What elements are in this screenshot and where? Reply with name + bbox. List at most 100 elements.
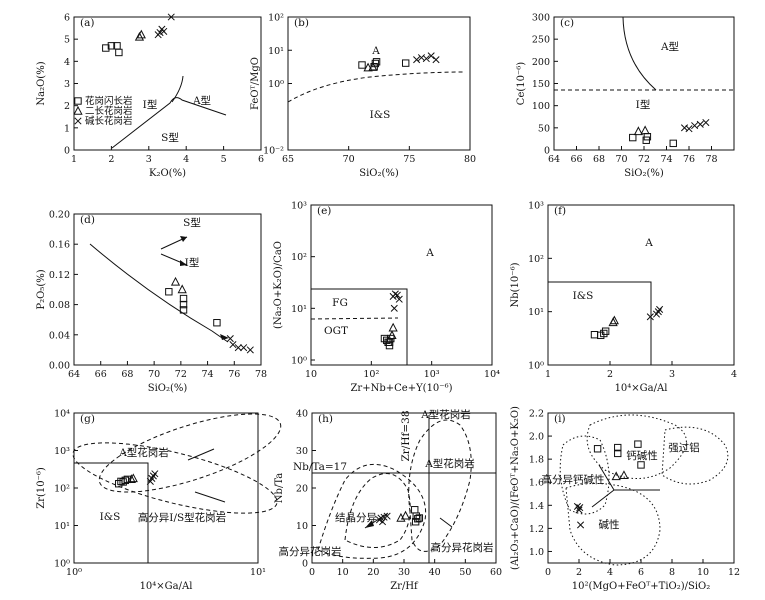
y-tick-label: 2 — [64, 101, 70, 112]
series-triangle — [126, 473, 138, 484]
x-tick-label: 4 — [183, 154, 189, 165]
data-point-triangle — [400, 510, 411, 520]
y-tick-label: 10³ — [54, 446, 70, 457]
y-tick-label: 30 — [296, 446, 308, 457]
data-point-triangle — [128, 473, 138, 483]
data-point-cross — [167, 13, 175, 21]
plot-frame — [547, 412, 735, 564]
data-point-cross — [151, 470, 159, 478]
field-label: 钙碱性 — [626, 449, 658, 462]
data-point-triangle — [608, 317, 618, 327]
f-boundary-box — [548, 281, 652, 365]
data-point-triangle — [387, 330, 397, 340]
data-point-cross — [691, 122, 699, 130]
data-point-triangle — [170, 276, 181, 286]
y-tick-label: 1.2 — [529, 524, 544, 535]
field-label: I&S — [370, 109, 391, 121]
field-label: I型 — [143, 98, 158, 111]
field-label: OGT — [324, 325, 348, 337]
data-point-cross — [654, 308, 662, 316]
y-axis-label: (Na₂O+K₂O)/CaO — [273, 241, 284, 329]
series-triangle — [633, 125, 650, 136]
series-cross — [146, 470, 159, 485]
x-tick-label: 70 — [343, 154, 355, 165]
series-square — [629, 133, 677, 148]
data-point-triangle — [363, 62, 373, 72]
field-label: 碱性 — [599, 518, 620, 531]
x-tick-label: 5 — [221, 154, 227, 165]
x-tick-label: 40 — [429, 567, 441, 578]
panel-f: 1 2 3 4 10⁰ 10¹ 10² 10³ 10⁴×Ga/Al Nb(10⁻⁶) (f) A I&S — [510, 201, 737, 395]
data-point-cross — [234, 344, 242, 352]
series-triangle — [396, 510, 411, 522]
x-axis-label: Zr/Hf — [390, 581, 419, 592]
data-point-triangle — [388, 322, 398, 332]
data-point-cross — [160, 27, 168, 35]
x-tick-label: 30 — [398, 567, 410, 578]
x-tick-label: 6 — [258, 154, 264, 165]
series-square — [358, 58, 410, 71]
series-cross — [389, 290, 403, 312]
panel-label: (c) — [560, 17, 574, 29]
data-point-cross — [226, 335, 234, 343]
a-boundary-i-a — [171, 75, 184, 103]
data-point-square — [590, 330, 599, 339]
field-label: 高分异钙碱性 — [542, 473, 605, 486]
field-label: A — [425, 247, 434, 259]
x-tick-label: 10⁰ — [66, 567, 82, 578]
x-tick-label: 78 — [705, 154, 717, 165]
panel-i: 0 2 4 6 8 10 12 1.0 1.2 1.4 1.6 1.8 2.0 2.2 10²(MgO+Fe… — [510, 406, 740, 592]
data-point-square — [634, 440, 642, 448]
x-tick-label: 12 — [728, 567, 740, 578]
h-field-highly — [317, 463, 427, 559]
series-triangle — [363, 62, 378, 72]
series-cross — [573, 502, 585, 529]
data-point-square — [179, 306, 188, 314]
y-axis-label: (Al₂O₃+CaO)/(FeOᵀ+Na₂O+K₂O) — [510, 406, 521, 570]
panel-g: 10⁰ 10¹ 10⁰ 10¹ 10² 10³ 10⁴ 10⁴×Ga/Al Zr(10⁻⁶) (g… — [36, 409, 266, 593]
y-tick-label: 3 — [64, 79, 70, 90]
y-tick-label: 0.12 — [49, 270, 70, 281]
x-axis-label: 10⁴×Ga/Al — [140, 581, 193, 592]
x-tick-label: 1 — [545, 369, 551, 380]
y-tick-label: 4 — [64, 57, 70, 68]
plot-frame — [73, 412, 259, 564]
data-point-triangle — [73, 105, 83, 115]
series-triangle — [608, 315, 619, 327]
y-tick-label: 0.16 — [49, 240, 70, 251]
field-label: A型花岗岩 — [118, 446, 169, 459]
y-axis-label: Nb(10⁻⁶) — [510, 262, 521, 307]
field-label: A型花岗岩 — [424, 457, 475, 470]
data-point-square — [614, 449, 622, 458]
b-boundary-dashed — [287, 71, 466, 103]
y-tick-label: 5 — [64, 35, 70, 46]
series-triangle — [170, 276, 187, 294]
x-tick-label: 70 — [148, 369, 160, 380]
y-tick-label: 1.6 — [529, 478, 544, 489]
y-tick-label: 100 — [532, 101, 550, 112]
data-point-square — [179, 300, 188, 309]
x-tick-label: 2 — [108, 154, 114, 165]
y-tick-label: 10² — [291, 252, 307, 263]
y-tick-label: 2.0 — [529, 432, 544, 443]
series-cross — [680, 118, 710, 133]
x-axis-label: 10⁴×Ga/Al — [615, 383, 668, 394]
panel-label: (b) — [294, 17, 309, 29]
y-axis-label: Ce(10⁻⁶) — [516, 62, 527, 105]
data-point-cross — [380, 513, 388, 521]
field-label: Nb/Ta=17 — [293, 461, 347, 473]
e-boundary-fg-box — [311, 288, 408, 365]
data-point-square — [593, 445, 602, 453]
x-tick-label: 2 — [576, 567, 582, 578]
x-axis-label: 10²(MgO+FeOᵀ+TiO₂)/SiO₂ — [572, 581, 711, 592]
series-square — [102, 42, 123, 57]
plot-frame — [553, 16, 735, 151]
x-tick-label: 68 — [121, 369, 133, 380]
legend-entry: 二长花岗岩 — [85, 105, 133, 117]
data-point-square — [669, 139, 677, 148]
x-tick-label: 10⁴ — [484, 369, 500, 380]
field-label: I型 — [185, 256, 200, 269]
field-label: 高分异I/S型花岗岩 — [138, 511, 226, 524]
g-boundary-box — [74, 462, 149, 563]
data-point-square — [614, 443, 622, 452]
